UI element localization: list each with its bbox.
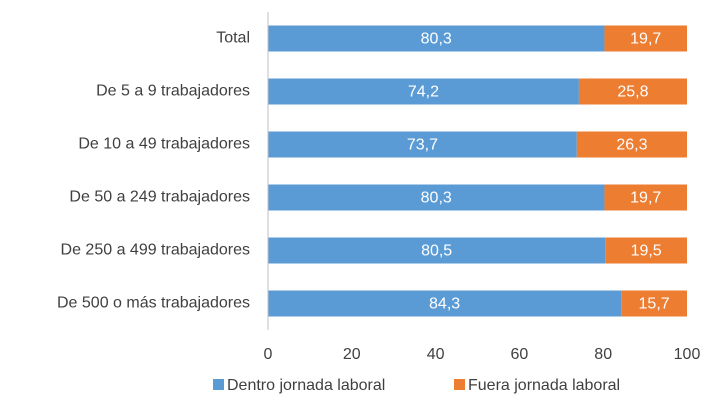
data-label: 19,5 [631, 243, 662, 260]
bar-segment [578, 78, 687, 105]
bar-segment [268, 25, 605, 52]
x-tick-label: 80 [594, 346, 612, 363]
legend-label: Fuera jornada laboral [468, 377, 620, 394]
bar-segment [268, 290, 622, 317]
y-tick-label: De 5 a 9 trabajadores [96, 83, 250, 100]
bar-segment [621, 290, 687, 317]
data-label: 80,3 [421, 31, 452, 48]
y-tick-label: De 50 a 249 trabajadores [69, 189, 250, 206]
legend-swatch [454, 379, 465, 390]
y-tick-label: Total [216, 30, 250, 47]
x-tick-label: 40 [427, 346, 445, 363]
bar-segment [268, 237, 606, 264]
data-label: 80,5 [421, 243, 452, 260]
data-label: 84,3 [429, 296, 460, 313]
x-tick-label: 60 [511, 346, 529, 363]
bar-segment [268, 78, 579, 105]
y-tick-label: De 10 a 49 trabajadores [78, 136, 250, 153]
data-label: 19,7 [630, 31, 661, 48]
x-tick-label: 0 [264, 346, 273, 363]
data-label: 25,8 [617, 84, 648, 101]
x-tick-label: 100 [674, 346, 701, 363]
bar-segment [268, 184, 605, 211]
bar-segment [605, 237, 687, 264]
bar-segment [576, 131, 687, 158]
y-tick-label: De 250 a 499 trabajadores [61, 242, 250, 259]
y-tick-label: De 500 o más trabajadores [57, 295, 250, 312]
bar-segment [604, 184, 687, 211]
data-label: 19,7 [630, 190, 661, 207]
bar-segment [604, 25, 687, 52]
data-label: 15,7 [639, 296, 670, 313]
bar-segment [268, 131, 577, 158]
data-label: 73,7 [407, 137, 438, 154]
legend-label: Dentro jornada laboral [227, 377, 385, 394]
data-label: 80,3 [421, 190, 452, 207]
data-label: 74,2 [408, 84, 439, 101]
data-label: 26,3 [616, 137, 647, 154]
legend-swatch [213, 379, 224, 390]
x-tick-label: 20 [343, 346, 361, 363]
